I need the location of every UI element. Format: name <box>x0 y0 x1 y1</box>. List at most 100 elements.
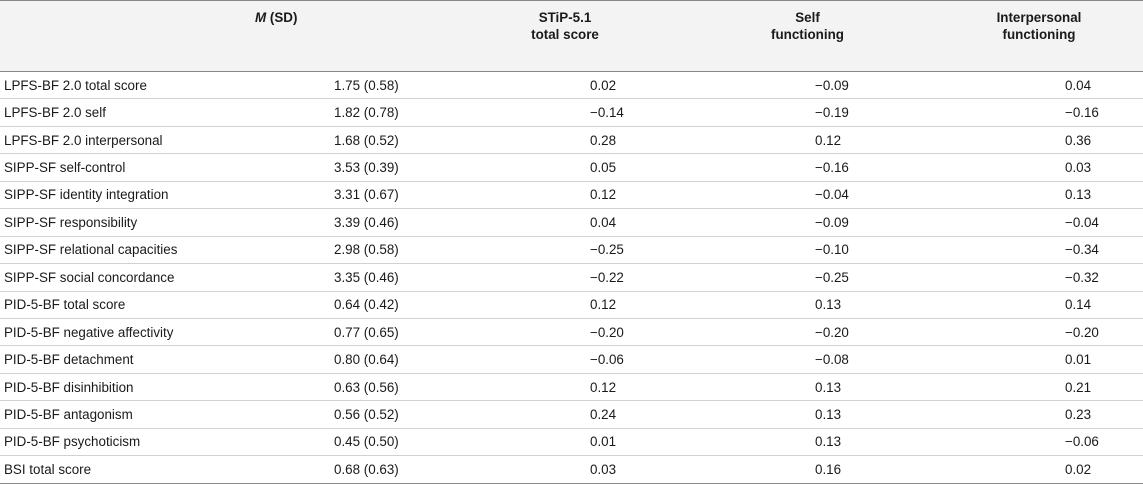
cell-self: −0.16 <box>680 153 935 182</box>
cell-self: −0.10 <box>680 236 935 265</box>
cell-self: −0.19 <box>680 98 935 127</box>
cell-variable: PID-5-BF disinhibition <box>0 373 255 402</box>
cell-stip: 0.28 <box>450 126 680 155</box>
table-row: PID-5-BF antagonism 0.56 (0.52) 0.24 0.1… <box>0 400 1143 429</box>
cell-interpersonal: −0.32 <box>935 263 1143 292</box>
table-row: PID-5-BF total score 0.64 (0.42) 0.12 0.… <box>0 291 1143 319</box>
header-mean-symbol: M <box>255 10 267 25</box>
cell-stip: −0.06 <box>450 345 680 374</box>
cell-variable: PID-5-BF antagonism <box>0 400 255 429</box>
cell-interpersonal: 0.14 <box>935 291 1143 319</box>
cell-variable: SIPP-SF relational capacities <box>0 236 255 265</box>
cell-self: −0.09 <box>680 71 935 100</box>
cell-variable: SIPP-SF identity integration <box>0 181 255 210</box>
header-variable <box>0 0 255 72</box>
header-self-line1: Self <box>795 10 820 25</box>
cell-interpersonal: 0.13 <box>935 181 1143 210</box>
cell-self: −0.09 <box>680 208 935 237</box>
cell-mean-sd: 3.35 (0.46) <box>255 263 450 292</box>
cell-mean-sd: 3.53 (0.39) <box>255 153 450 182</box>
cell-self: 0.13 <box>680 291 935 319</box>
cell-self: 0.12 <box>680 126 935 155</box>
cell-interpersonal: 0.23 <box>935 400 1143 429</box>
header-self-functioning: Self functioning <box>680 0 935 72</box>
table-header: M (SD) STiP-5.1 total score Self functio… <box>0 0 1143 72</box>
cell-self: 0.13 <box>680 373 935 402</box>
header-row: M (SD) STiP-5.1 total score Self functio… <box>0 0 1143 72</box>
header-self-line2: functioning <box>771 27 844 42</box>
table-body: LPFS-BF 2.0 total score 1.75 (0.58) 0.02… <box>0 71 1143 484</box>
table-row: LPFS-BF 2.0 interpersonal 1.68 (0.52) 0.… <box>0 126 1143 155</box>
cell-stip: 0.24 <box>450 400 680 429</box>
cell-mean-sd: 1.68 (0.52) <box>255 126 450 155</box>
cell-variable: PID-5-BF negative affectivity <box>0 318 255 347</box>
cell-mean-sd: 3.31 (0.67) <box>255 181 450 210</box>
cell-stip: 0.12 <box>450 181 680 210</box>
cell-interpersonal: 0.21 <box>935 373 1143 402</box>
cell-variable: SIPP-SF self-control <box>0 153 255 182</box>
cell-interpersonal: 0.03 <box>935 153 1143 182</box>
table-row: SIPP-SF identity integration 3.31 (0.67)… <box>0 181 1143 210</box>
cell-variable: SIPP-SF responsibility <box>0 208 255 237</box>
cell-mean-sd: 0.64 (0.42) <box>255 291 450 319</box>
cell-interpersonal: 0.04 <box>935 71 1143 100</box>
cell-variable: LPFS-BF 2.0 total score <box>0 71 255 100</box>
cell-mean-sd: 1.75 (0.58) <box>255 71 450 100</box>
cell-variable: PID-5-BF detachment <box>0 345 255 374</box>
table-row: PID-5-BF negative affectivity 0.77 (0.65… <box>0 318 1143 347</box>
cell-interpersonal: −0.34 <box>935 236 1143 265</box>
cell-self: 0.13 <box>680 428 935 457</box>
cell-interpersonal: 0.01 <box>935 345 1143 374</box>
cell-mean-sd: 3.39 (0.46) <box>255 208 450 237</box>
cell-variable: PID-5-BF psychoticism <box>0 428 255 457</box>
cell-stip: −0.20 <box>450 318 680 347</box>
cell-self: −0.08 <box>680 345 935 374</box>
cell-mean-sd: 1.82 (0.78) <box>255 98 450 127</box>
table-row: PID-5-BF detachment 0.80 (0.64) −0.06 −0… <box>0 345 1143 374</box>
cell-stip: 0.05 <box>450 153 680 182</box>
header-interpersonal-functioning: Interpersonal functioning <box>935 0 1143 72</box>
cell-self: −0.25 <box>680 263 935 292</box>
cell-mean-sd: 0.45 (0.50) <box>255 428 450 457</box>
cell-stip: 0.01 <box>450 428 680 457</box>
cell-stip: −0.14 <box>450 98 680 127</box>
table-row: SIPP-SF relational capacities 2.98 (0.58… <box>0 236 1143 265</box>
cell-variable: PID-5-BF total score <box>0 291 255 319</box>
cell-interpersonal: 0.36 <box>935 126 1143 155</box>
table-row: LPFS-BF 2.0 total score 1.75 (0.58) 0.02… <box>0 71 1143 100</box>
header-stip-line1: STiP-5.1 <box>538 10 592 25</box>
cell-self: 0.13 <box>680 400 935 429</box>
cell-interpersonal: −0.06 <box>935 428 1143 457</box>
table-row: SIPP-SF social concordance 3.35 (0.46) −… <box>0 263 1143 292</box>
cell-variable: BSI total score <box>0 455 255 484</box>
cell-interpersonal: −0.04 <box>935 208 1143 237</box>
table-row: LPFS-BF 2.0 self 1.82 (0.78) −0.14 −0.19… <box>0 98 1143 127</box>
cell-stip: 0.12 <box>450 291 680 319</box>
header-sd-label: (SD) <box>266 10 298 25</box>
cell-mean-sd: 0.63 (0.56) <box>255 373 450 402</box>
cell-stip: 0.12 <box>450 373 680 402</box>
cell-variable: SIPP-SF social concordance <box>0 263 255 292</box>
cell-variable: LPFS-BF 2.0 self <box>0 98 255 127</box>
cell-interpersonal: −0.16 <box>935 98 1143 127</box>
cell-stip: 0.02 <box>450 71 680 100</box>
cell-self: 0.16 <box>680 455 935 484</box>
header-stip-total: STiP-5.1 total score <box>450 0 680 72</box>
cell-mean-sd: 0.77 (0.65) <box>255 318 450 347</box>
cell-stip: −0.22 <box>450 263 680 292</box>
cell-self: −0.20 <box>680 318 935 347</box>
cell-mean-sd: 0.56 (0.52) <box>255 400 450 429</box>
cell-self: −0.04 <box>680 181 935 210</box>
cell-mean-sd: 2.98 (0.58) <box>255 236 450 265</box>
cell-variable: LPFS-BF 2.0 interpersonal <box>0 126 255 155</box>
cell-stip: 0.04 <box>450 208 680 237</box>
cell-stip: 0.03 <box>450 455 680 484</box>
header-inter-line2: functioning <box>1002 27 1076 42</box>
table-row: SIPP-SF responsibility 3.39 (0.46) 0.04 … <box>0 208 1143 237</box>
cell-mean-sd: 0.68 (0.63) <box>255 455 450 484</box>
header-mean-sd: M (SD) <box>255 0 450 72</box>
table-row: BSI total score 0.68 (0.63) 0.03 0.16 0.… <box>0 455 1143 484</box>
table-row: PID-5-BF disinhibition 0.63 (0.56) 0.12 … <box>0 373 1143 402</box>
